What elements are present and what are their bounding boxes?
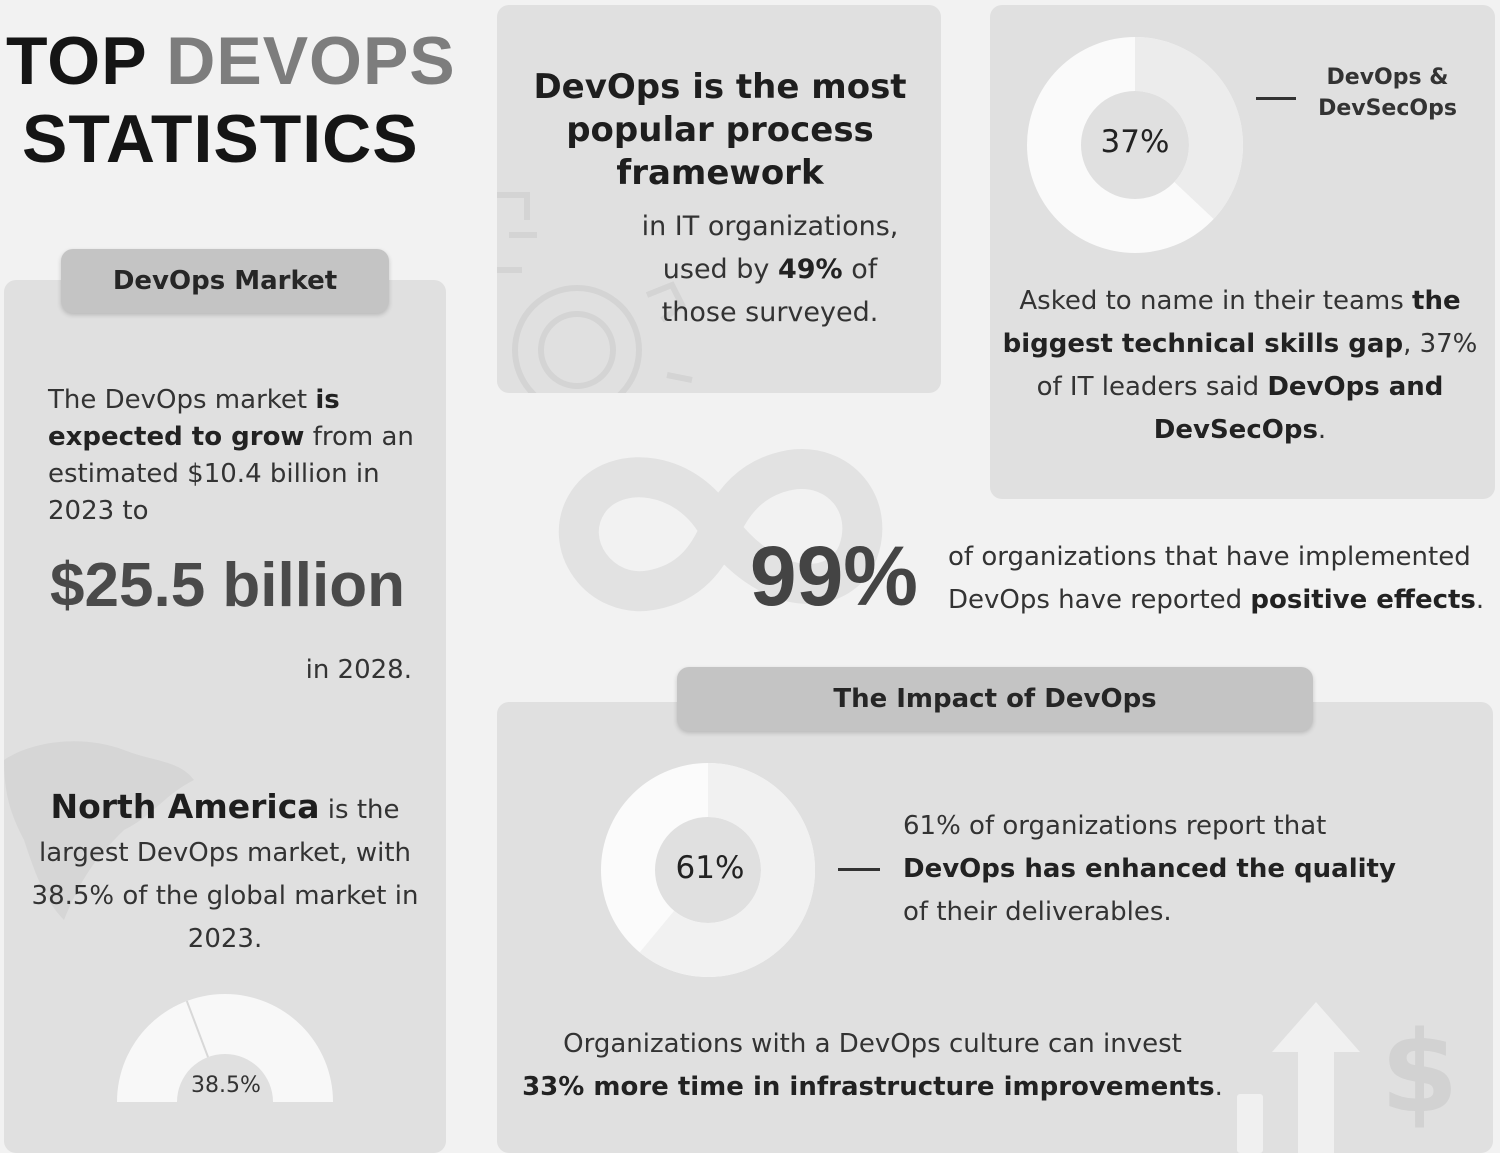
legend-connector: [1256, 97, 1296, 100]
gauge-label: 38.5%: [191, 1073, 261, 1098]
quality-donut: [601, 763, 815, 977]
popular-framework-card: [497, 5, 941, 393]
market-header-label: DevOps Market: [112, 266, 338, 296]
north-america-text: North America is the largest DevOps mark…: [31, 787, 419, 954]
impact-header-label: The Impact of DevOps: [833, 684, 1157, 714]
market-description: The DevOps market is expected to grow fr…: [48, 385, 414, 526]
market-header: DevOps Market: [61, 249, 389, 313]
positive-effects-percentage: 99%: [749, 529, 918, 623]
skills-gap-text: Asked to name in their teams the biggest…: [1002, 286, 1478, 445]
popular-framework-heading: DevOps is the most popular process frame…: [533, 67, 907, 193]
market-forecast-value: $25.5 billion: [50, 551, 405, 620]
world-map-icon: [4, 741, 194, 920]
infinity-icon: [558, 449, 883, 612]
quality-connector: [838, 868, 880, 871]
donut-segment-devops: [1027, 37, 1243, 253]
market-forecast-year: in 2028.: [305, 655, 412, 685]
popular-framework-body: in IT organizations, used by 49% of thos…: [641, 211, 899, 328]
infrastructure-text: Organizations with a DevOps culture can …: [522, 1029, 1223, 1102]
market-share-gauge: [117, 994, 333, 1102]
gauge-track: [117, 994, 333, 1102]
skills-gap-donut: [1027, 37, 1243, 253]
positive-effects-text: of organizations that have implemented De…: [948, 542, 1485, 615]
page-title: TOP DEVOPS STATISTICS: [6, 23, 456, 177]
skills-gap-legend: DevOps & DevSecOps: [1318, 65, 1457, 121]
quality-text: 61% of organizations report that DevOps h…: [903, 811, 1396, 927]
gauge-marker: [185, 1000, 209, 1058]
growth-arrow-icon: [1237, 1002, 1360, 1153]
dollar-icon: $: [1380, 1008, 1459, 1138]
gear-icon: [497, 192, 693, 393]
quality-percentage: 61%: [675, 850, 745, 886]
impact-header: The Impact of DevOps: [677, 667, 1313, 731]
skills-gap-percentage: 37%: [1100, 124, 1170, 160]
donut-segment-quality: [601, 763, 815, 977]
